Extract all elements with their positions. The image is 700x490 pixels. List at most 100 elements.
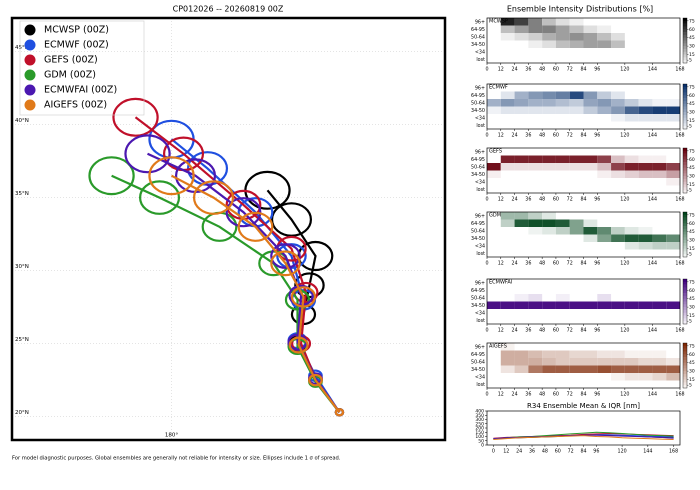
colorbar-step <box>683 106 687 110</box>
colorbar-step <box>683 92 687 96</box>
legend-box <box>19 20 145 116</box>
heatmap-cell <box>528 33 543 41</box>
colorbar-step <box>683 382 687 386</box>
colorbar-step <box>683 170 687 174</box>
heatmap-cell <box>624 373 639 381</box>
colorbar-step <box>683 345 687 349</box>
heatmap-cell <box>500 155 515 163</box>
colorbar-step <box>683 318 687 322</box>
x-tick-label: 84 <box>580 261 586 267</box>
heatmap-cell <box>555 106 570 114</box>
legend-marker <box>24 99 36 111</box>
heatmap-cell <box>666 373 680 381</box>
colorbar-frame <box>682 211 688 258</box>
heatmap-cell <box>652 155 667 163</box>
colorbar-step <box>683 307 687 311</box>
track-ellipse <box>192 180 235 215</box>
heatmap-cell <box>611 227 625 235</box>
panel-frame <box>486 278 681 325</box>
x-tick-label: 60 <box>553 392 559 398</box>
x-tick-label: 0 <box>492 449 495 455</box>
heatmap-cell <box>666 365 680 373</box>
colorbar-label: 5 <box>689 383 692 389</box>
heatmap-cell <box>652 234 667 242</box>
row-label: lost <box>476 382 485 388</box>
row-label: lost <box>476 123 485 129</box>
heatmap-cell <box>569 365 584 373</box>
heatmap-cell <box>569 40 584 48</box>
heatmap-cell <box>528 301 543 309</box>
map-frame <box>10 16 447 442</box>
x-tick-label: 12 <box>498 67 504 73</box>
colorbar-step <box>683 26 687 30</box>
track-ellipse <box>237 211 274 242</box>
colorbar-label: 30 <box>689 238 695 244</box>
heatmap-cell <box>652 358 667 366</box>
colorbar-step <box>683 315 687 319</box>
track-ellipse <box>112 97 159 137</box>
panel-frame <box>486 83 681 130</box>
heatmap-cell <box>528 106 543 114</box>
heatmap-cell <box>624 170 639 178</box>
heatmap-cell <box>638 358 653 366</box>
colorbar-label: 60 <box>689 288 695 294</box>
colorbar-step <box>683 84 687 88</box>
lat-label: 40°N <box>15 118 29 124</box>
colorbar-step <box>683 190 687 194</box>
colorbar-step <box>683 298 687 302</box>
row-label: 64-95 <box>471 93 485 99</box>
colorbar-step <box>683 354 687 358</box>
heatmap-cell <box>611 155 625 163</box>
colorbar-label: 75 <box>689 343 695 349</box>
x-tick-label: 48 <box>539 67 545 73</box>
heatmap-cell <box>542 358 556 366</box>
heatmap-cell <box>569 350 584 358</box>
x-tick-label: 12 <box>503 449 509 455</box>
x-tick-label: 48 <box>542 449 548 455</box>
x-tick-label: 168 <box>675 261 684 267</box>
heatmap-cell <box>624 106 639 114</box>
colorbar-step <box>683 312 687 316</box>
row-label: 96+ <box>475 213 485 219</box>
panel-group-title: Ensemble Intensity Distributions [%] <box>507 5 653 14</box>
colorbar-label: 5 <box>689 58 692 64</box>
colorbar-step <box>683 348 687 352</box>
heatmap-cell <box>638 170 653 178</box>
colorbar-step <box>683 187 687 191</box>
track-ellipse <box>334 408 345 417</box>
heatmap-cell <box>583 163 598 171</box>
colorbar-step <box>683 365 687 369</box>
heatmap-cell <box>597 91 612 99</box>
colorbar-step <box>683 103 687 107</box>
colorbar-step <box>683 148 687 152</box>
x-tick-label: 24 <box>516 449 522 455</box>
heatmap-cell <box>514 163 529 171</box>
colorbar-step <box>683 184 687 188</box>
track-ellipse <box>124 134 171 174</box>
colorbar-frame <box>682 17 688 64</box>
colorbar-step <box>683 376 687 380</box>
x-tick-label: 24 <box>512 261 518 267</box>
heatmap-cell <box>528 294 543 302</box>
x-tick-label: 24 <box>512 133 518 139</box>
colorbar-step <box>683 212 687 216</box>
x-tick-label: 84 <box>580 328 586 334</box>
colorbar-label: 15 <box>689 52 695 58</box>
heatmap-cell <box>597 234 612 242</box>
legend-label: AIGEFS (00Z) <box>44 100 107 111</box>
heatmap-cell <box>597 33 612 41</box>
heatmap-cell <box>666 114 680 122</box>
colorbar-step <box>683 40 687 44</box>
heatmap-cell <box>652 242 667 250</box>
colorbar-step <box>683 371 687 375</box>
row-label: 34-50 <box>471 172 485 178</box>
heatmap-cell <box>624 99 639 107</box>
row-label: 50-64 <box>471 228 485 234</box>
heatmap-cell <box>569 99 584 107</box>
heatmap-cell <box>583 234 598 242</box>
y-tick-label: 50 <box>478 438 484 444</box>
colorbar-step <box>683 34 687 38</box>
colorbar-step <box>683 43 687 47</box>
heatmap-cell <box>500 163 515 171</box>
panel-label: AIGEFS <box>489 344 507 350</box>
